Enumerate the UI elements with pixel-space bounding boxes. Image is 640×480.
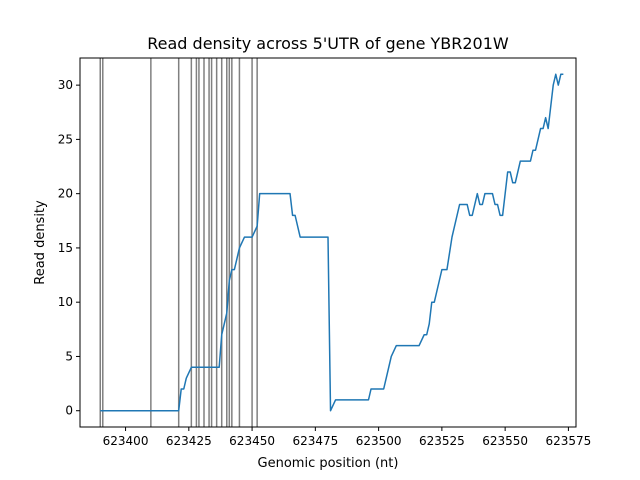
y-tick-label: 15: [58, 241, 73, 255]
y-axis: 0 5 10 15 20 25 30: [58, 78, 80, 418]
x-tick-label: 623525: [419, 434, 465, 448]
density-series-line: [100, 73, 564, 412]
y-tick-label: 25: [58, 132, 73, 146]
chart-title: Read density across 5'UTR of gene YBR201…: [147, 34, 509, 53]
x-tick-label: 623500: [356, 434, 402, 448]
x-tick-label: 623400: [103, 434, 149, 448]
y-tick-label: 20: [58, 187, 73, 201]
y-axis-label: Read density: [33, 200, 48, 285]
x-tick-label: 623550: [482, 434, 528, 448]
x-tick-label: 623475: [292, 434, 338, 448]
x-tick-label: 623425: [166, 434, 212, 448]
x-axis: 623400 623425 623450 623475 623500 623525 6235…: [103, 427, 592, 448]
y-tick-label: 5: [65, 349, 73, 363]
x-tick-label: 623450: [229, 434, 275, 448]
y-tick-label: 0: [65, 404, 73, 418]
axes-frame: [79, 57, 577, 428]
x-tick-label: 623575: [546, 434, 592, 448]
plot-area: [99, 58, 564, 427]
y-tick-label: 30: [58, 78, 73, 92]
x-axis-label: Genomic position (nt): [258, 456, 399, 471]
y-tick-label: 10: [58, 295, 73, 309]
